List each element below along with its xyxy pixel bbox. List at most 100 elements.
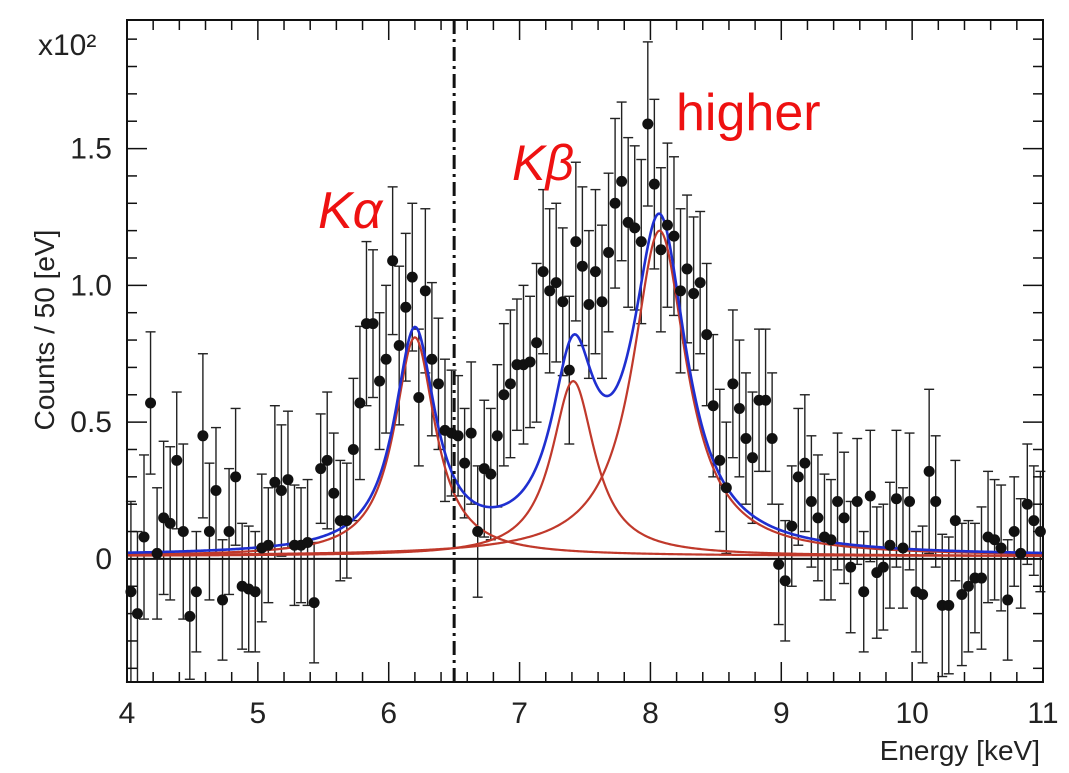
data-point (655, 244, 667, 256)
data-point (419, 285, 431, 297)
data-point (858, 586, 870, 598)
data-point (262, 539, 274, 551)
data-point (393, 340, 405, 352)
data-point (576, 260, 588, 272)
data-point (1028, 515, 1040, 527)
data-point (845, 561, 857, 573)
annotation-k-beta: Kβ (512, 135, 574, 191)
data-point (603, 247, 615, 259)
data-point (315, 463, 327, 475)
data-point (465, 427, 477, 439)
data-point (504, 378, 516, 390)
data-point (949, 515, 961, 527)
data-point (1002, 594, 1014, 606)
x-tick-label: 8 (642, 697, 659, 730)
data-point (171, 454, 183, 466)
data-point (367, 318, 379, 330)
data-point (962, 580, 974, 592)
data-point (733, 402, 745, 414)
data-point (642, 118, 654, 130)
data-point (648, 178, 660, 190)
data-point (897, 542, 909, 554)
component-fit-curve (127, 229, 1044, 557)
data-point (491, 430, 503, 442)
data-point (550, 277, 562, 289)
data-point (308, 597, 320, 609)
y-tick-label: 0 (95, 543, 112, 576)
data-point (675, 285, 687, 297)
data-point (459, 457, 471, 469)
data-point (635, 236, 647, 248)
data-point (799, 457, 811, 469)
x-tick-label: 9 (773, 697, 790, 730)
data-point (995, 542, 1007, 554)
data-point (269, 476, 281, 488)
data-point (151, 547, 163, 559)
data-point (203, 526, 215, 538)
data-point (472, 526, 484, 538)
data-point (131, 608, 143, 620)
data-point (904, 495, 916, 507)
data-point (989, 534, 1001, 546)
data-point (164, 517, 176, 529)
data-point (354, 397, 366, 409)
data-point (805, 495, 817, 507)
data-points (125, 118, 1046, 622)
data-point (917, 588, 929, 600)
data-point (557, 296, 569, 308)
data-point (832, 495, 844, 507)
component-fit-curve (126, 336, 1043, 557)
data-point (779, 575, 791, 587)
data-point (681, 263, 693, 275)
component-fit-curve (126, 379, 1043, 557)
data-point (387, 255, 399, 267)
data-point (851, 495, 863, 507)
data-point (616, 175, 628, 187)
data-point (727, 378, 739, 390)
data-point (583, 298, 595, 310)
data-point (668, 230, 680, 242)
data-point (773, 558, 785, 570)
data-point (884, 539, 896, 551)
y-tick-label: 1.5 (70, 133, 112, 166)
x-axis-label: Energy [keV] (880, 735, 1040, 766)
x-tick-label: 6 (380, 697, 397, 730)
annotation-higher: higher (676, 84, 821, 142)
data-point (760, 394, 772, 406)
data-point (589, 266, 601, 278)
y-axis-label: Counts / 50 [eV] (29, 230, 60, 431)
data-point (380, 353, 392, 365)
data-point (249, 586, 261, 598)
data-point (485, 468, 497, 480)
data-point (341, 515, 353, 527)
plot-frame (126, 19, 1044, 683)
data-point (694, 277, 706, 289)
data-point (956, 588, 968, 600)
data-point (609, 197, 621, 209)
data-point (707, 400, 719, 412)
data-point (766, 433, 778, 445)
data-point (125, 586, 137, 598)
data-point (223, 526, 235, 538)
annotation-k-alpha: Kα (318, 182, 384, 240)
data-point (177, 526, 189, 538)
data-point (400, 301, 412, 313)
data-point (1021, 498, 1033, 510)
data-point (1015, 547, 1027, 559)
data-point (544, 285, 556, 297)
data-point (596, 296, 608, 308)
x-tick-label: 7 (511, 697, 528, 730)
x-tick-label: 5 (250, 697, 267, 730)
data-point (943, 599, 955, 611)
data-point (432, 378, 444, 390)
data-point (230, 471, 242, 483)
data-point (321, 454, 333, 466)
data-point (217, 594, 229, 606)
data-point (138, 531, 150, 543)
error-bars (125, 41, 1046, 683)
data-point (531, 337, 543, 349)
data-point (923, 465, 935, 477)
data-point (197, 430, 209, 442)
data-point (426, 353, 438, 365)
data-point (145, 397, 157, 409)
